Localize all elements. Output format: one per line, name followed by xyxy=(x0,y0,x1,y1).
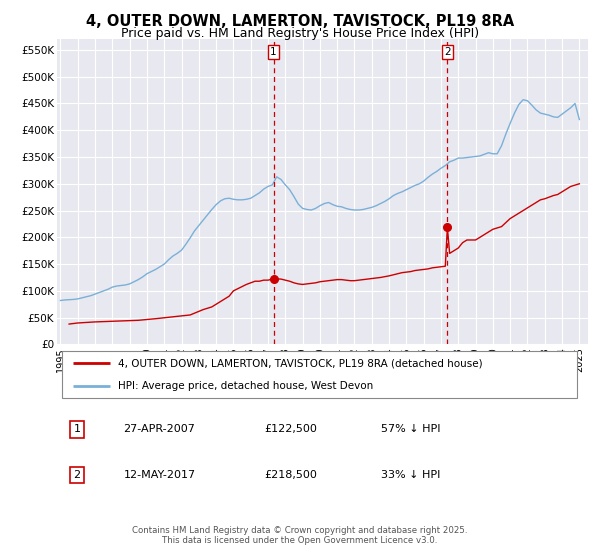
Text: 1: 1 xyxy=(270,47,277,57)
FancyBboxPatch shape xyxy=(62,351,577,398)
Text: Contains HM Land Registry data © Crown copyright and database right 2025.
This d: Contains HM Land Registry data © Crown c… xyxy=(132,525,468,545)
Text: 2: 2 xyxy=(444,47,451,57)
Text: Price paid vs. HM Land Registry's House Price Index (HPI): Price paid vs. HM Land Registry's House … xyxy=(121,27,479,40)
Text: £218,500: £218,500 xyxy=(264,470,317,480)
Text: £122,500: £122,500 xyxy=(264,424,317,435)
Text: 57% ↓ HPI: 57% ↓ HPI xyxy=(381,424,440,435)
Text: 27-APR-2007: 27-APR-2007 xyxy=(124,424,195,435)
Text: 33% ↓ HPI: 33% ↓ HPI xyxy=(381,470,440,480)
Text: 1: 1 xyxy=(74,424,80,435)
Text: 4, OUTER DOWN, LAMERTON, TAVISTOCK, PL19 8RA: 4, OUTER DOWN, LAMERTON, TAVISTOCK, PL19… xyxy=(86,14,514,29)
Text: 12-MAY-2017: 12-MAY-2017 xyxy=(124,470,196,480)
Text: HPI: Average price, detached house, West Devon: HPI: Average price, detached house, West… xyxy=(118,381,373,391)
Text: 2: 2 xyxy=(74,470,81,480)
Text: 4, OUTER DOWN, LAMERTON, TAVISTOCK, PL19 8RA (detached house): 4, OUTER DOWN, LAMERTON, TAVISTOCK, PL19… xyxy=(118,358,482,368)
